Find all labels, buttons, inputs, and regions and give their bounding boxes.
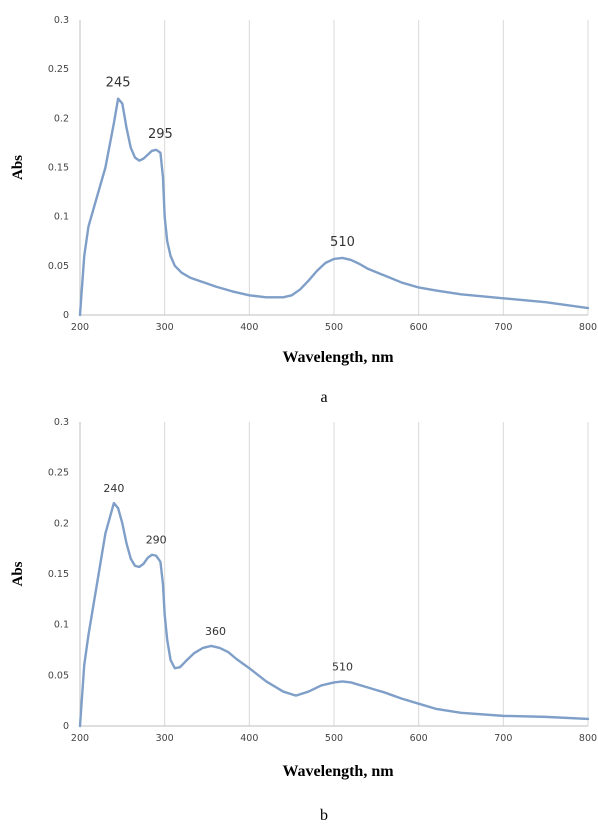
x-tick-label: 200 [71,322,89,333]
peak-label: 290 [146,534,167,547]
y-tick-label: 0 [63,310,69,321]
y-axis-label: Abs [10,155,26,180]
x-tick-label: 600 [410,322,428,333]
tick-labels: 0 0.05 0.1 0.15 0.2 0.25 0.3 200 300 400 500 600 700… [48,15,597,333]
y-tick-label: 0.15 [48,569,69,580]
y-tick-label: 0.1 [54,212,69,223]
x-tick-label: 600 [410,733,428,744]
tick-labels: 0 0.05 0.1 0.15 0.2 0.25 0.3 200 300 400 500 600 700… [48,417,597,744]
x-axis-label: Wavelength, nm [282,763,394,780]
x-tick-label: 400 [240,322,258,333]
grid-lines [164,422,589,726]
y-tick-label: 0.3 [54,417,69,428]
y-tick-label: 0.05 [48,261,69,272]
y-tick-label: 0.25 [48,64,69,75]
y-tick-label: 0 [63,721,69,732]
x-tick-label: 400 [240,733,258,744]
x-tick-label: 300 [156,733,174,744]
panel-caption-b: b [320,807,328,824]
peak-label: 360 [205,625,226,638]
y-tick-label: 0.15 [48,163,69,174]
chart-panel-b: 0 0.05 0.1 0.15 0.2 0.25 0.3 200 300 400 500 600 700… [10,417,597,824]
x-axis-label: Wavelength, nm [282,349,394,366]
y-tick-label: 0.2 [54,113,69,124]
x-tick-label: 700 [494,322,512,333]
axes [79,422,588,727]
x-tick-label: 200 [71,733,89,744]
x-tick-label: 500 [325,733,343,744]
x-tick-label: 800 [579,733,597,744]
peak-labels: 245 295 510 [106,76,355,250]
y-tick-label: 0.1 [54,620,69,631]
axes [79,20,588,316]
peak-label: 240 [103,482,124,495]
peak-labels: 240 290 360 510 [103,482,353,673]
chart-panel-a: 0 0.05 0.1 0.15 0.2 0.25 0.3 200 300 400 500 600 700… [10,15,597,406]
peak-label: 510 [332,660,353,673]
y-tick-label: 0.3 [54,15,69,26]
y-tick-label: 0.2 [54,518,69,529]
x-tick-label: 300 [156,322,174,333]
x-tick-label: 500 [325,322,343,333]
peak-label: 510 [330,235,355,250]
panel-caption-a: a [320,389,327,406]
absorbance-line-b [78,501,590,728]
y-tick-label: 0.05 [48,670,69,681]
absorbance-line-a [78,97,590,317]
peak-label: 245 [106,76,131,91]
x-tick-label: 800 [579,322,597,333]
grid-lines [164,20,589,315]
y-axis-label: Abs [10,561,26,586]
y-tick-label: 0.25 [48,468,69,479]
peak-label: 295 [148,127,173,142]
x-tick-label: 700 [494,733,512,744]
